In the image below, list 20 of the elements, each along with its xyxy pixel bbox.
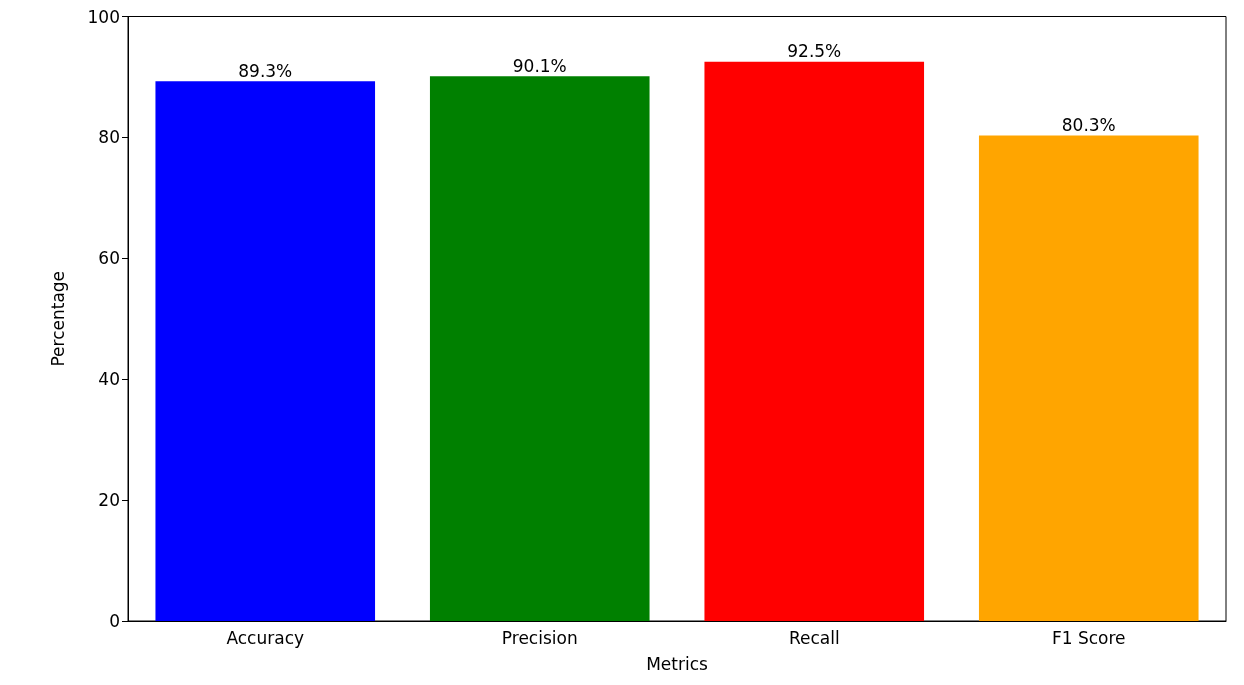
data-label: 80.3% <box>1061 115 1116 136</box>
data-label: 90.1% <box>512 55 567 76</box>
data-label: 92.5% <box>787 41 842 62</box>
bar <box>155 81 376 621</box>
x-tick-label: F1 Score <box>1051 627 1126 648</box>
x-axis-title: Metrics <box>646 653 708 674</box>
y-tick-label: 40 <box>98 369 120 390</box>
bar <box>704 61 925 621</box>
y-tick-label: 60 <box>98 248 120 269</box>
y-tick-label: 0 <box>109 611 120 631</box>
y-tick-label: 20 <box>98 490 120 511</box>
y-axis-title: Percentage <box>47 270 68 367</box>
x-tick-label: Recall <box>788 627 840 648</box>
x-tick-label: Precision <box>501 627 578 648</box>
data-label: 89.3% <box>238 60 293 81</box>
bar <box>978 135 1199 621</box>
y-tick-label: 100 <box>87 6 120 27</box>
x-tick-label: Accuracy <box>226 627 305 648</box>
bar <box>429 76 650 621</box>
y-tick-label: 80 <box>98 127 120 148</box>
